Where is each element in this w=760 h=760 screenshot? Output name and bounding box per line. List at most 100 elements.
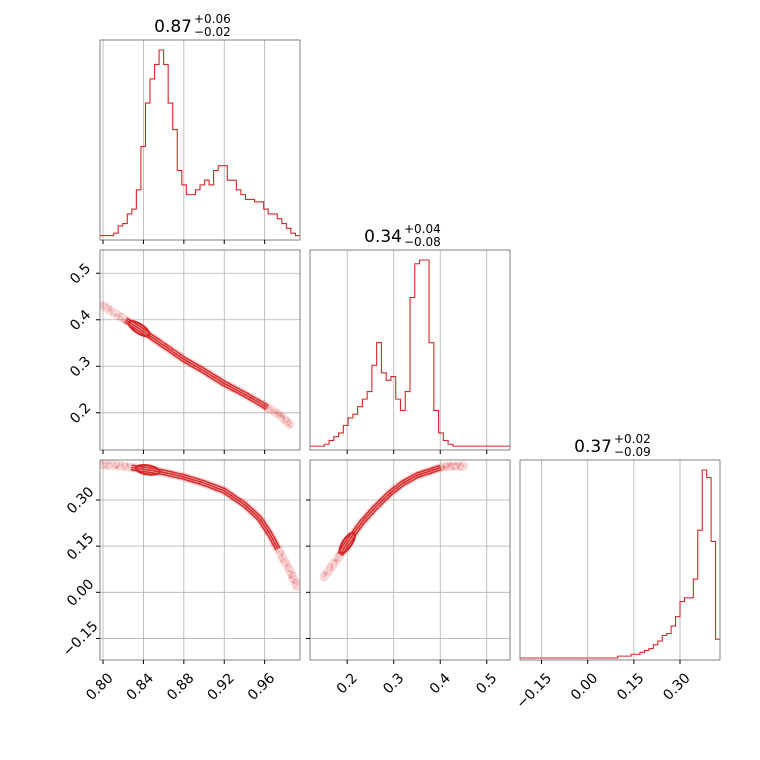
hist-2-bin-42 bbox=[707, 478, 711, 660]
pair-1-2-sample-point bbox=[454, 462, 457, 466]
pair-0-1-sample-point bbox=[274, 412, 278, 415]
pair-0-1-sample-point bbox=[113, 313, 117, 317]
pair-0-2-sample-point bbox=[293, 571, 296, 575]
pair-0-1-sample-point bbox=[285, 421, 289, 424]
pair-0-2-sample-point bbox=[281, 560, 285, 564]
hist-2-frame bbox=[519, 459, 721, 661]
pair-0-2-sample-point bbox=[121, 462, 125, 466]
pair-0-1-sample-point bbox=[109, 306, 113, 310]
hist-0-bin-6 bbox=[127, 214, 132, 240]
pair-0-1-sample-point bbox=[270, 411, 274, 414]
pair-1-2-sample-point bbox=[322, 571, 326, 575]
pair-1-2-sample-point bbox=[453, 466, 456, 470]
pair-0-2-sample-point bbox=[281, 550, 285, 553]
pair-0-2-sample-point bbox=[279, 557, 282, 561]
pair-0-2-sample-point bbox=[290, 572, 294, 576]
pair-0-2-sample-point bbox=[122, 464, 125, 468]
pair-1-2-sample-point bbox=[334, 562, 338, 566]
pair-0-1-sample-point bbox=[281, 416, 285, 419]
hist-0-bin-8 bbox=[136, 190, 141, 240]
pair-1-2-sample-point bbox=[331, 563, 334, 566]
pair-1-2-sample-point bbox=[451, 462, 455, 466]
hist-0-bin-33 bbox=[250, 199, 255, 240]
pair-1-2-sample-point bbox=[455, 464, 459, 468]
pair-0-2-sample-point bbox=[293, 578, 296, 581]
title-0-lower: −0.02 bbox=[194, 25, 231, 39]
hist-0-bin-22 bbox=[200, 185, 205, 240]
hist-1-bin-20 bbox=[405, 392, 410, 450]
pair-1-2-sample-point bbox=[461, 464, 465, 468]
pair-0-2-sample-point bbox=[295, 578, 299, 581]
hist-0-bin-10 bbox=[145, 103, 150, 240]
pair-0-2-sample-point bbox=[276, 550, 279, 554]
hist-1-bin-8 bbox=[348, 418, 353, 450]
hist-0-bin-5 bbox=[123, 224, 128, 240]
pair-0-1-sample-point bbox=[284, 420, 288, 424]
pair-1-2-contour-0 bbox=[337, 464, 441, 554]
title-2-value: 0.37 bbox=[574, 437, 612, 457]
pair-0-2-sample-point bbox=[282, 557, 286, 560]
hist-0-bin-23 bbox=[205, 180, 210, 240]
pair-1-2-sample-point bbox=[455, 462, 458, 466]
pair-0-1-sample-point bbox=[275, 411, 279, 415]
pair-0-1-sample-point bbox=[117, 317, 120, 321]
pair-0-2-sample-point bbox=[116, 465, 119, 469]
pair-0-1-sample-point bbox=[287, 423, 290, 427]
pair-0-2-sample-point bbox=[121, 467, 125, 470]
pair-0-1-sample-point bbox=[275, 410, 279, 413]
hist-1-bin-41 bbox=[505, 446, 510, 450]
pair-0-2-sample-point bbox=[113, 462, 116, 465]
pair-1-2-sample-point bbox=[324, 572, 328, 575]
hist-2-xtick-label-3: 0.30 bbox=[660, 670, 693, 703]
pair-0-2-sample-point bbox=[121, 465, 124, 468]
pair-0-1-sample-point bbox=[266, 410, 270, 414]
pair-0-2-ytick-label-2: 0.15 bbox=[64, 530, 97, 563]
hist-0-bin-25 bbox=[214, 171, 219, 240]
pair-0-1-sample-point bbox=[281, 415, 285, 418]
hist-1-bin-28 bbox=[443, 440, 448, 450]
pair-0-2-sample-point bbox=[117, 461, 121, 465]
pair-1-2-xtick-label-0: 0.2 bbox=[334, 670, 361, 697]
pair-1-2-sample-point bbox=[441, 467, 445, 471]
pair-1-2-sample-point bbox=[443, 466, 446, 470]
pair-1-2-sample-point bbox=[330, 564, 334, 568]
pair-1-2-sample-point bbox=[326, 563, 330, 567]
pair-0-1-sample-point bbox=[289, 424, 292, 428]
pair-0-2-sample-point bbox=[289, 570, 293, 573]
hist-2-bin-41 bbox=[702, 470, 706, 660]
pair-1-2-sample-point bbox=[456, 466, 459, 469]
hist-1-bin-12 bbox=[367, 392, 372, 450]
hist-2-bin-23 bbox=[622, 656, 626, 660]
pair-0-1-sample-point bbox=[286, 417, 290, 420]
pair-0-1-sample-point bbox=[120, 312, 123, 315]
pair-0-2-sample-point bbox=[280, 553, 284, 557]
pair-0-1-sample-point bbox=[288, 421, 291, 425]
pair-0-2-sample-point bbox=[286, 565, 289, 568]
pair-0-1-sample-point bbox=[120, 318, 124, 322]
hist-0-bin-32 bbox=[245, 199, 250, 240]
hist-1-bin-11 bbox=[362, 399, 367, 450]
pair-1-2-sample-point bbox=[322, 571, 325, 575]
hist-0-bin-9 bbox=[141, 146, 146, 240]
pair-0-2-sample-point bbox=[293, 581, 296, 584]
hist-2-xtick-label-2: 0.15 bbox=[614, 670, 647, 703]
pair-0-2-sample-point bbox=[295, 584, 299, 587]
pair-0-1-sample-point bbox=[283, 420, 286, 424]
pair-1-2-sample-point bbox=[335, 553, 339, 556]
pair-0-1-sample-point bbox=[267, 406, 271, 409]
pair-1-2-sample-point bbox=[442, 466, 446, 469]
pair-0-2-sample-point bbox=[277, 556, 281, 560]
pair-0-2-sample-point bbox=[110, 465, 114, 469]
pair-1-2-contour-2 bbox=[341, 469, 442, 556]
pair-0-1-sample-point bbox=[269, 408, 273, 412]
hist-0-bin-41 bbox=[286, 228, 291, 240]
pair-0-1-sample-point bbox=[279, 415, 282, 418]
pair-0-2-sample-point bbox=[292, 581, 296, 584]
hist-1-bin-37 bbox=[486, 446, 491, 450]
pair-0-2-sample-point bbox=[292, 579, 296, 582]
pair-0-2-sample-point bbox=[107, 461, 110, 465]
hist-0-bin-2 bbox=[109, 236, 114, 240]
pair-1-2-xtick-label-2: 0.4 bbox=[427, 670, 454, 697]
title-0-upper: +0.06 bbox=[194, 12, 231, 26]
